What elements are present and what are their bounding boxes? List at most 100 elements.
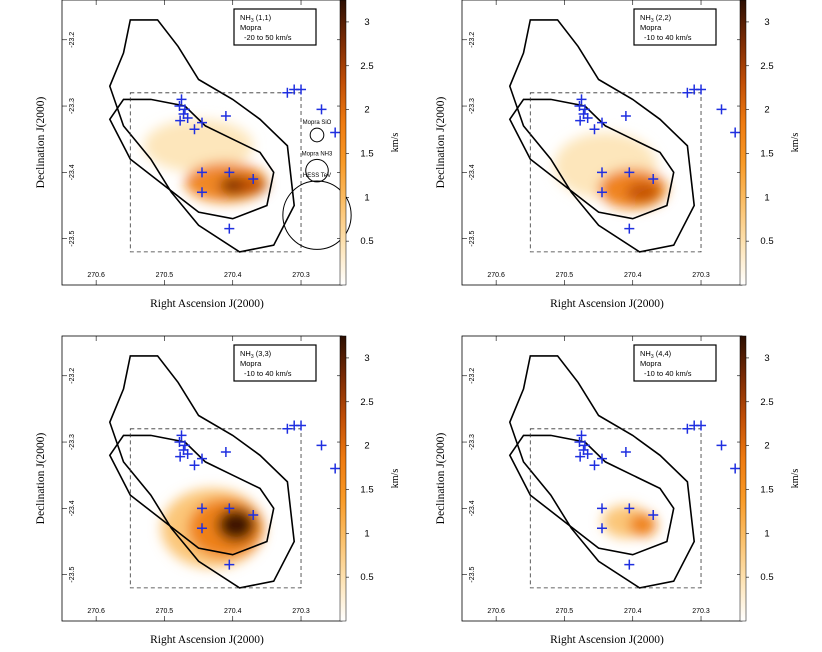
beam-label: HESS TeV bbox=[303, 173, 331, 179]
cross-marker bbox=[696, 84, 707, 95]
cross-marker bbox=[248, 173, 259, 184]
y-tick-label: -23.2 bbox=[69, 368, 76, 384]
y-tick-label: -23.2 bbox=[69, 32, 76, 48]
legend-box bbox=[233, 344, 317, 382]
colorbar-tick-label: 0.5 bbox=[360, 572, 373, 583]
hess-contour-1 bbox=[108, 19, 296, 253]
map-panel-bottom-right: 270.6 270.5 270.4 270.3 -23.2 -23.3 -23.4 -23.5… bbox=[435, 335, 801, 646]
colorbar-tick-label: 3 bbox=[364, 353, 369, 364]
x-tick-label: 270.3 bbox=[292, 272, 310, 279]
hess-contour-2 bbox=[108, 98, 275, 220]
maser-crosses bbox=[574, 420, 741, 570]
maser-crosses bbox=[574, 84, 741, 234]
x-axis-label: Right Ascension J(2000) bbox=[150, 298, 264, 310]
beam-circle bbox=[305, 158, 329, 183]
x-tick-label: 270.6 bbox=[487, 272, 505, 279]
cross-marker bbox=[197, 167, 207, 178]
cross-marker bbox=[576, 94, 587, 105]
cross-marker bbox=[220, 110, 231, 121]
cross-marker bbox=[597, 167, 607, 178]
nh3-emission bbox=[602, 505, 657, 539]
x-tick-label: 270.6 bbox=[87, 608, 105, 615]
cross-marker bbox=[648, 509, 659, 520]
hess-contour-2 bbox=[508, 434, 675, 556]
y-tick-label: -23.3 bbox=[469, 434, 476, 450]
colorbar-tick-label: 3 bbox=[764, 17, 769, 28]
y-tick-label: -23.3 bbox=[69, 434, 76, 450]
cross-marker bbox=[282, 87, 293, 98]
x-tick-label: 270.4 bbox=[624, 272, 642, 279]
cross-marker bbox=[296, 84, 307, 95]
legend-line-3: -10 to 40 km/s bbox=[644, 33, 692, 42]
cross-marker bbox=[716, 440, 727, 451]
cross-marker bbox=[582, 448, 593, 459]
map-area bbox=[508, 19, 741, 253]
cross-marker bbox=[576, 430, 587, 441]
colorbar-tick-label: 2 bbox=[364, 105, 369, 116]
colorbar-tick-label: 3 bbox=[764, 353, 769, 364]
x-tick-label: 270.4 bbox=[624, 608, 642, 615]
y-tick-label: -23.3 bbox=[69, 98, 76, 114]
cross-marker bbox=[316, 104, 327, 115]
cross-marker bbox=[579, 440, 590, 451]
colorbar-tick-label: 1 bbox=[764, 192, 769, 203]
y-axis-label: Declination J(2000) bbox=[35, 97, 47, 189]
y-tick-label: -23.4 bbox=[69, 500, 76, 516]
legend-line-2: Mopra bbox=[240, 359, 262, 368]
colorbar-label: km/s bbox=[790, 469, 801, 489]
y-axis-label: Declination J(2000) bbox=[435, 97, 447, 189]
y-axis-label: Declination J(2000) bbox=[35, 433, 47, 525]
mopra-survey-box bbox=[129, 92, 302, 253]
cross-marker bbox=[174, 101, 185, 112]
beam-circle bbox=[309, 127, 325, 143]
beam-circle bbox=[282, 180, 352, 250]
map-panel-top-right: 270.6 270.5 270.4 270.3 -23.2 -23.3 -23.4 -23.5… bbox=[435, 0, 801, 310]
cross-marker bbox=[575, 451, 586, 462]
y-tick-label: -23.5 bbox=[469, 567, 476, 583]
x-tick-label: 270.3 bbox=[692, 272, 710, 279]
legend-line-1: NH3 (1,1) bbox=[240, 13, 272, 24]
colorbar-tick-label: 1 bbox=[364, 192, 369, 203]
colorbar-tick-label: 1 bbox=[364, 528, 369, 539]
legend-box bbox=[633, 344, 717, 382]
colorbar bbox=[739, 0, 747, 286]
cross-marker bbox=[624, 167, 635, 178]
cross-marker bbox=[179, 440, 190, 451]
cross-marker bbox=[197, 503, 207, 514]
cross-marker bbox=[696, 420, 707, 431]
x-tick-label: 270.4 bbox=[224, 272, 242, 279]
y-tick-label: -23.4 bbox=[69, 164, 76, 180]
cross-marker bbox=[296, 420, 307, 431]
colorbar-tick-label: 0.5 bbox=[360, 236, 373, 247]
map-area bbox=[508, 355, 741, 589]
cross-marker bbox=[589, 460, 600, 471]
cross-marker bbox=[648, 173, 659, 184]
x-tick-label: 270.3 bbox=[292, 608, 310, 615]
map-area bbox=[108, 19, 341, 253]
map-panel-bottom-left: 270.6 270.5 270.4 270.3 -23.2 -23.3 -23.4 -23.5… bbox=[35, 335, 401, 646]
x-tick-label: 270.6 bbox=[487, 608, 505, 615]
hess-contour-2 bbox=[108, 434, 275, 556]
cross-marker bbox=[682, 87, 693, 98]
cross-marker bbox=[330, 463, 341, 474]
cross-marker bbox=[730, 127, 741, 138]
legend-line-2: Mopra bbox=[640, 23, 662, 32]
cross-marker bbox=[620, 446, 631, 457]
cross-marker bbox=[620, 110, 631, 121]
cross-marker bbox=[316, 440, 327, 451]
y-tick-label: -23.4 bbox=[469, 500, 476, 516]
legend-line-3: -10 to 40 km/s bbox=[244, 369, 292, 378]
x-axis-label: Right Ascension J(2000) bbox=[550, 634, 664, 646]
cross-marker bbox=[220, 446, 231, 457]
cross-marker bbox=[597, 503, 607, 514]
cross-marker bbox=[624, 223, 635, 234]
x-tick-label: 270.5 bbox=[156, 272, 174, 279]
x-tick-label: 270.6 bbox=[87, 272, 105, 279]
y-tick-label: -23.5 bbox=[69, 231, 76, 247]
colorbar-tick-label: 2 bbox=[764, 105, 769, 116]
colorbar-tick-label: 2.5 bbox=[760, 61, 773, 72]
map-panel-top-left: Mopra SiO Mopra NH3 HESS TeV 270.6 270.5 270.… bbox=[35, 0, 401, 310]
beam-label: Mopra NH3 bbox=[302, 151, 333, 157]
mopra-survey-box bbox=[529, 92, 702, 253]
